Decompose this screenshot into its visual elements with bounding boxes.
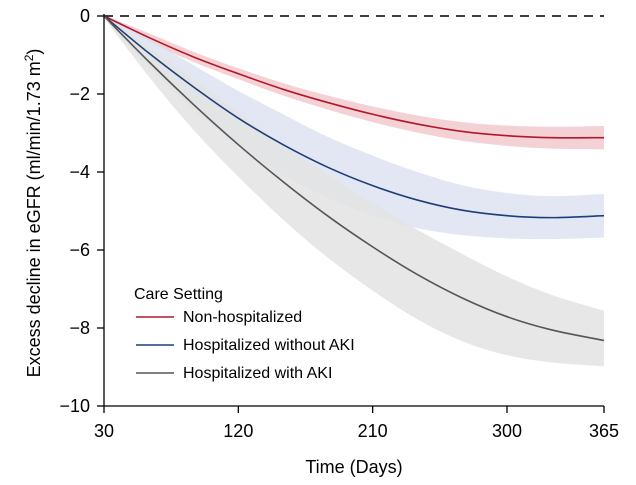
y-tick-label: −10 — [59, 396, 90, 416]
series-line-non-hospitalized — [103, 15, 605, 139]
series-line-hospitalized-without-aki — [103, 15, 605, 219]
axes — [97, 14, 605, 413]
x-tick-label: 365 — [589, 421, 619, 441]
series-line-hospitalized-with-aki — [103, 15, 605, 342]
legend-label-hospitalized-without-aki: Hospitalized without AKI — [183, 337, 355, 354]
y-axis-title-superscript: 2 — [22, 54, 36, 61]
confidence-band-non-hospitalized — [104, 15, 604, 150]
y-axis-title: Excess decline in eGFR (ml/min/1.73 m2) — [22, 49, 44, 378]
x-tick-label: 210 — [358, 421, 388, 441]
y-tick-label: −8 — [69, 318, 90, 338]
legend-label-hospitalized-with-aki: Hospitalized with AKI — [183, 365, 332, 382]
y-axis-title-close: ) — [24, 49, 44, 55]
y-tick-label: −4 — [69, 162, 90, 182]
legend: Care Setting Non-hospitalized Hospitalize… — [134, 286, 355, 382]
confidence-bands — [104, 14, 604, 367]
legend-label-non-hospitalized: Non-hospitalized — [183, 309, 302, 326]
x-tick-label: 30 — [94, 421, 114, 441]
x-tick-label: 300 — [492, 421, 522, 441]
x-axis-title: Time (Days) — [305, 457, 402, 477]
y-tick-label: −2 — [69, 84, 90, 104]
x-tick-label: 120 — [223, 421, 253, 441]
y-axis-title-main: Excess decline in eGFR (ml/min/1.73 m — [24, 61, 44, 377]
y-tick-label: −6 — [69, 240, 90, 260]
y-tick-label: 0 — [80, 6, 90, 26]
confidence-band-hospitalized-with-aki — [104, 14, 604, 367]
series-lines — [103, 15, 605, 342]
legend-title: Care Setting — [134, 286, 223, 303]
